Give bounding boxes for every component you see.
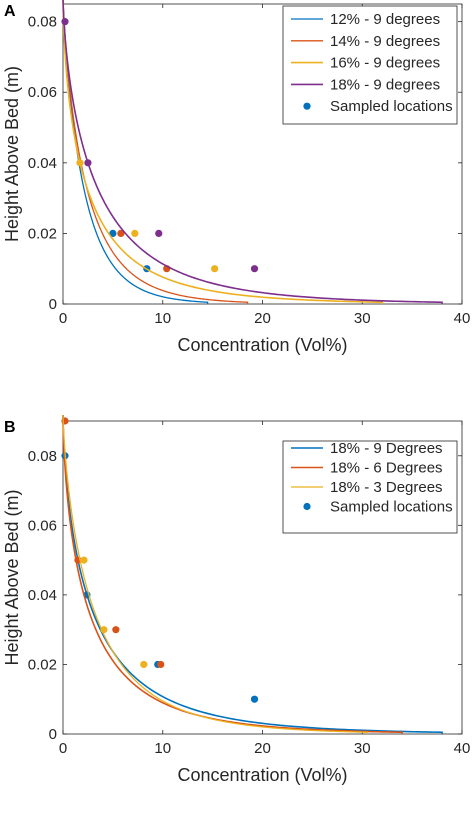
x-tick-label: 40 [454, 740, 471, 757]
x-tick-label: 20 [254, 310, 271, 327]
sample-point-4-2 [84, 159, 92, 167]
sample-point-2-4 [157, 660, 165, 669]
sample-point-3-1 [76, 159, 84, 167]
legend-entry-3: 16% - 9 degrees [330, 55, 440, 72]
series-line-1 [62, 0, 209, 304]
x-tick-label: 30 [354, 310, 371, 327]
y-tick-label: 0.08 [28, 14, 57, 31]
sample-point-1-1 [109, 229, 117, 238]
x-tick-label: 10 [154, 310, 171, 327]
legend-entry-markers: Sampled locations [330, 98, 453, 115]
series-line-3 [62, 415, 368, 734]
legend: 12% - 9 degrees 14% - 9 degrees 16% - 9 de… [282, 5, 458, 125]
legend-entry-2: 14% - 9 degrees [330, 33, 440, 50]
y-tick-label: 0.04 [28, 587, 57, 604]
sample-point-3-2 [131, 229, 139, 238]
x-tick-label: 20 [254, 740, 271, 757]
legend-box [282, 5, 458, 125]
legend-marker [303, 502, 311, 511]
y-tick-label: 0.08 [28, 448, 57, 465]
sample-point-3-3 [211, 265, 219, 273]
x-axis-label: Concentration (Vol%) [177, 335, 347, 355]
panel-label: A [4, 3, 16, 20]
panel-label: B [4, 419, 16, 436]
y-tick-label: 0.06 [28, 517, 57, 534]
x-tick-label: 30 [354, 740, 371, 757]
y-tick-label: 0 [49, 296, 57, 313]
series-line-3 [62, 0, 383, 304]
legend: 18% - 9 Degrees 18% - 6 Degrees 18% - 3 De… [282, 440, 458, 534]
y-tick-label: 0.02 [28, 225, 57, 242]
y-tick-label: 0.06 [28, 84, 57, 101]
x-tick-label: 40 [454, 310, 471, 327]
y-tick-label: 0.04 [28, 155, 57, 172]
sample-point-4-1 [61, 18, 69, 26]
y-axis-label: Height Above Bed (m) [2, 66, 22, 242]
x-axis-label: Concentration (Vol%) [177, 765, 347, 785]
sample-point-4-4 [250, 265, 259, 273]
sample-point-4-3 [155, 229, 163, 238]
sample-point-1-4 [250, 695, 259, 703]
x-tick-label: 0 [59, 740, 67, 757]
legend-entry-4: 18% - 9 degrees [330, 76, 440, 93]
legend-entry-3: 18% - 3 Degrees [330, 479, 443, 496]
legend-marker [303, 102, 311, 110]
chart-panel-a: A 0 10 20 30 40 0 0.02 0.04 0.06 0.08 Concentration… [2, 0, 470, 355]
series-line-1 [62, 415, 443, 734]
x-tick-label: 0 [59, 310, 67, 327]
legend-entry-2: 18% - 6 Degrees [330, 460, 443, 477]
series-line-4 [62, 0, 443, 304]
sample-point-3-3 [140, 660, 148, 669]
legend-entry-1: 18% - 9 Degrees [330, 440, 443, 457]
y-tick-label: 0 [49, 726, 57, 743]
y-tick-label: 0.02 [28, 656, 57, 673]
sample-point-3-1 [80, 556, 88, 564]
legend-entry-markers: Sampled locations [330, 499, 453, 516]
sample-point-2-3 [112, 626, 120, 634]
sample-point-3-2 [100, 626, 108, 634]
chart-panel-b: B 0 10 20 30 40 0 0.02 0.04 0.06 0.08 Concentration… [2, 415, 470, 785]
sample-point-2-1 [117, 229, 125, 238]
x-tick-label: 10 [154, 740, 171, 757]
legend-entry-1: 12% - 9 degrees [330, 11, 440, 28]
y-axis-label: Height Above Bed (m) [2, 489, 22, 665]
series-line-2 [62, 0, 249, 304]
